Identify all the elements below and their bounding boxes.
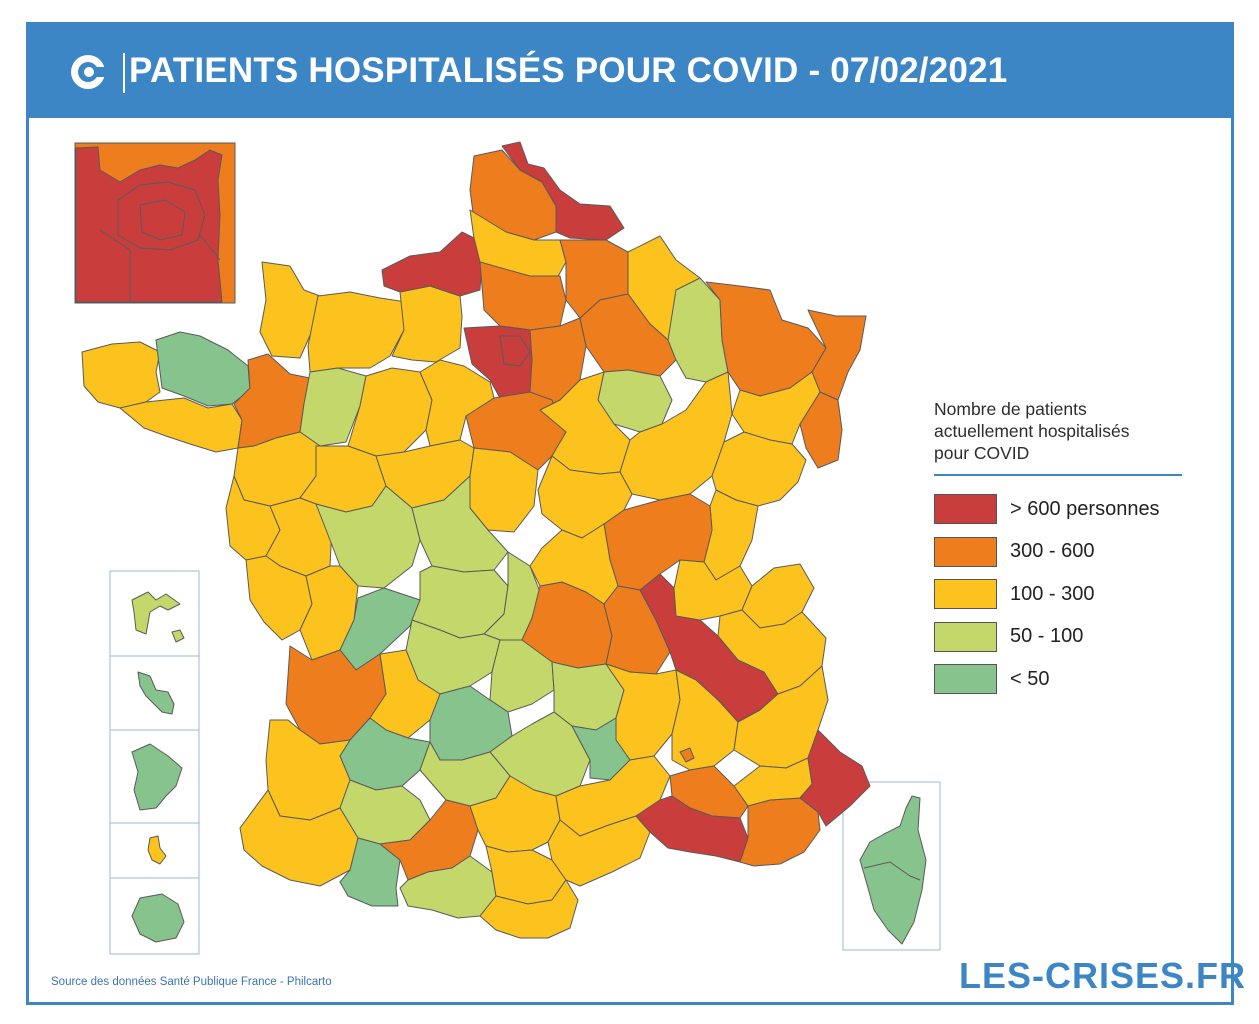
department <box>81 341 161 409</box>
legend-label: < 50 <box>1010 667 1050 690</box>
department <box>339 837 401 907</box>
legend-swatch <box>934 621 997 652</box>
page-title: PATIENTS HOSPITALISÉS POUR COVID - 07/02… <box>129 51 1008 90</box>
department <box>499 335 531 367</box>
department <box>605 663 681 761</box>
department <box>369 649 441 739</box>
legend-item: 100 - 300 <box>934 573 1184 616</box>
department <box>547 815 651 887</box>
department <box>731 371 821 445</box>
department <box>807 309 867 401</box>
department <box>733 665 829 769</box>
legend-title-line: pour COVID <box>934 443 1030 463</box>
legend-item: > 600 personnes <box>934 488 1184 531</box>
legend-swatch <box>934 536 997 567</box>
department <box>75 146 223 303</box>
legend-divider <box>934 474 1182 476</box>
department <box>739 797 821 867</box>
department <box>799 391 843 469</box>
mainland-france <box>81 141 871 939</box>
legend-item: 300 - 600 <box>934 531 1184 574</box>
legend-label: 100 - 300 <box>1010 582 1095 605</box>
legend-title-line: actuellement hospitalisés <box>934 421 1130 441</box>
department <box>479 879 579 939</box>
legend-item: 50 - 100 <box>934 616 1184 659</box>
department <box>131 743 183 811</box>
legend: Nombre de patients actuellement hospital… <box>934 398 1184 701</box>
department <box>307 291 407 373</box>
department <box>603 585 671 675</box>
department <box>703 489 759 581</box>
department <box>131 893 185 943</box>
legend-title: Nombre de patients actuellement hospital… <box>934 398 1184 464</box>
department <box>679 747 695 763</box>
les-crises-logo-icon <box>71 55 107 89</box>
department <box>119 397 243 453</box>
department <box>117 181 206 251</box>
department <box>381 231 483 297</box>
department <box>299 367 367 447</box>
department <box>99 229 131 302</box>
legend-item: < 50 <box>934 658 1184 701</box>
department <box>529 523 619 605</box>
department <box>501 141 625 241</box>
department <box>379 799 479 881</box>
legend-title-line: Nombre de patients <box>934 399 1087 419</box>
department <box>711 431 807 507</box>
department <box>147 835 167 865</box>
brand-logo: LES-CRISES.FR <box>959 955 1247 996</box>
inset-box <box>109 570 200 657</box>
department <box>419 359 495 447</box>
department <box>347 367 433 457</box>
legend-swatch <box>934 664 997 695</box>
department <box>799 729 871 827</box>
department <box>155 331 251 407</box>
overseas-insets <box>109 570 941 955</box>
department <box>315 485 421 589</box>
department <box>199 234 221 261</box>
paris-inset <box>74 142 236 304</box>
legend-swatch <box>934 579 997 610</box>
department <box>171 629 185 643</box>
department <box>489 639 555 713</box>
source-note: Source des données Santé Publique France… <box>51 976 332 988</box>
legend-swatch <box>934 494 997 525</box>
header-separator <box>123 53 125 93</box>
department <box>139 199 186 241</box>
legend-label: 300 - 600 <box>1010 540 1095 563</box>
department <box>259 261 321 359</box>
department <box>137 671 175 715</box>
legend-label: 50 - 100 <box>1010 625 1084 648</box>
legend-label: > 600 personnes <box>1010 497 1160 520</box>
department <box>131 591 181 635</box>
header-bar: PATIENTS HOSPITALISÉS POUR COVID - 07/02… <box>29 25 1231 118</box>
department <box>859 795 927 945</box>
